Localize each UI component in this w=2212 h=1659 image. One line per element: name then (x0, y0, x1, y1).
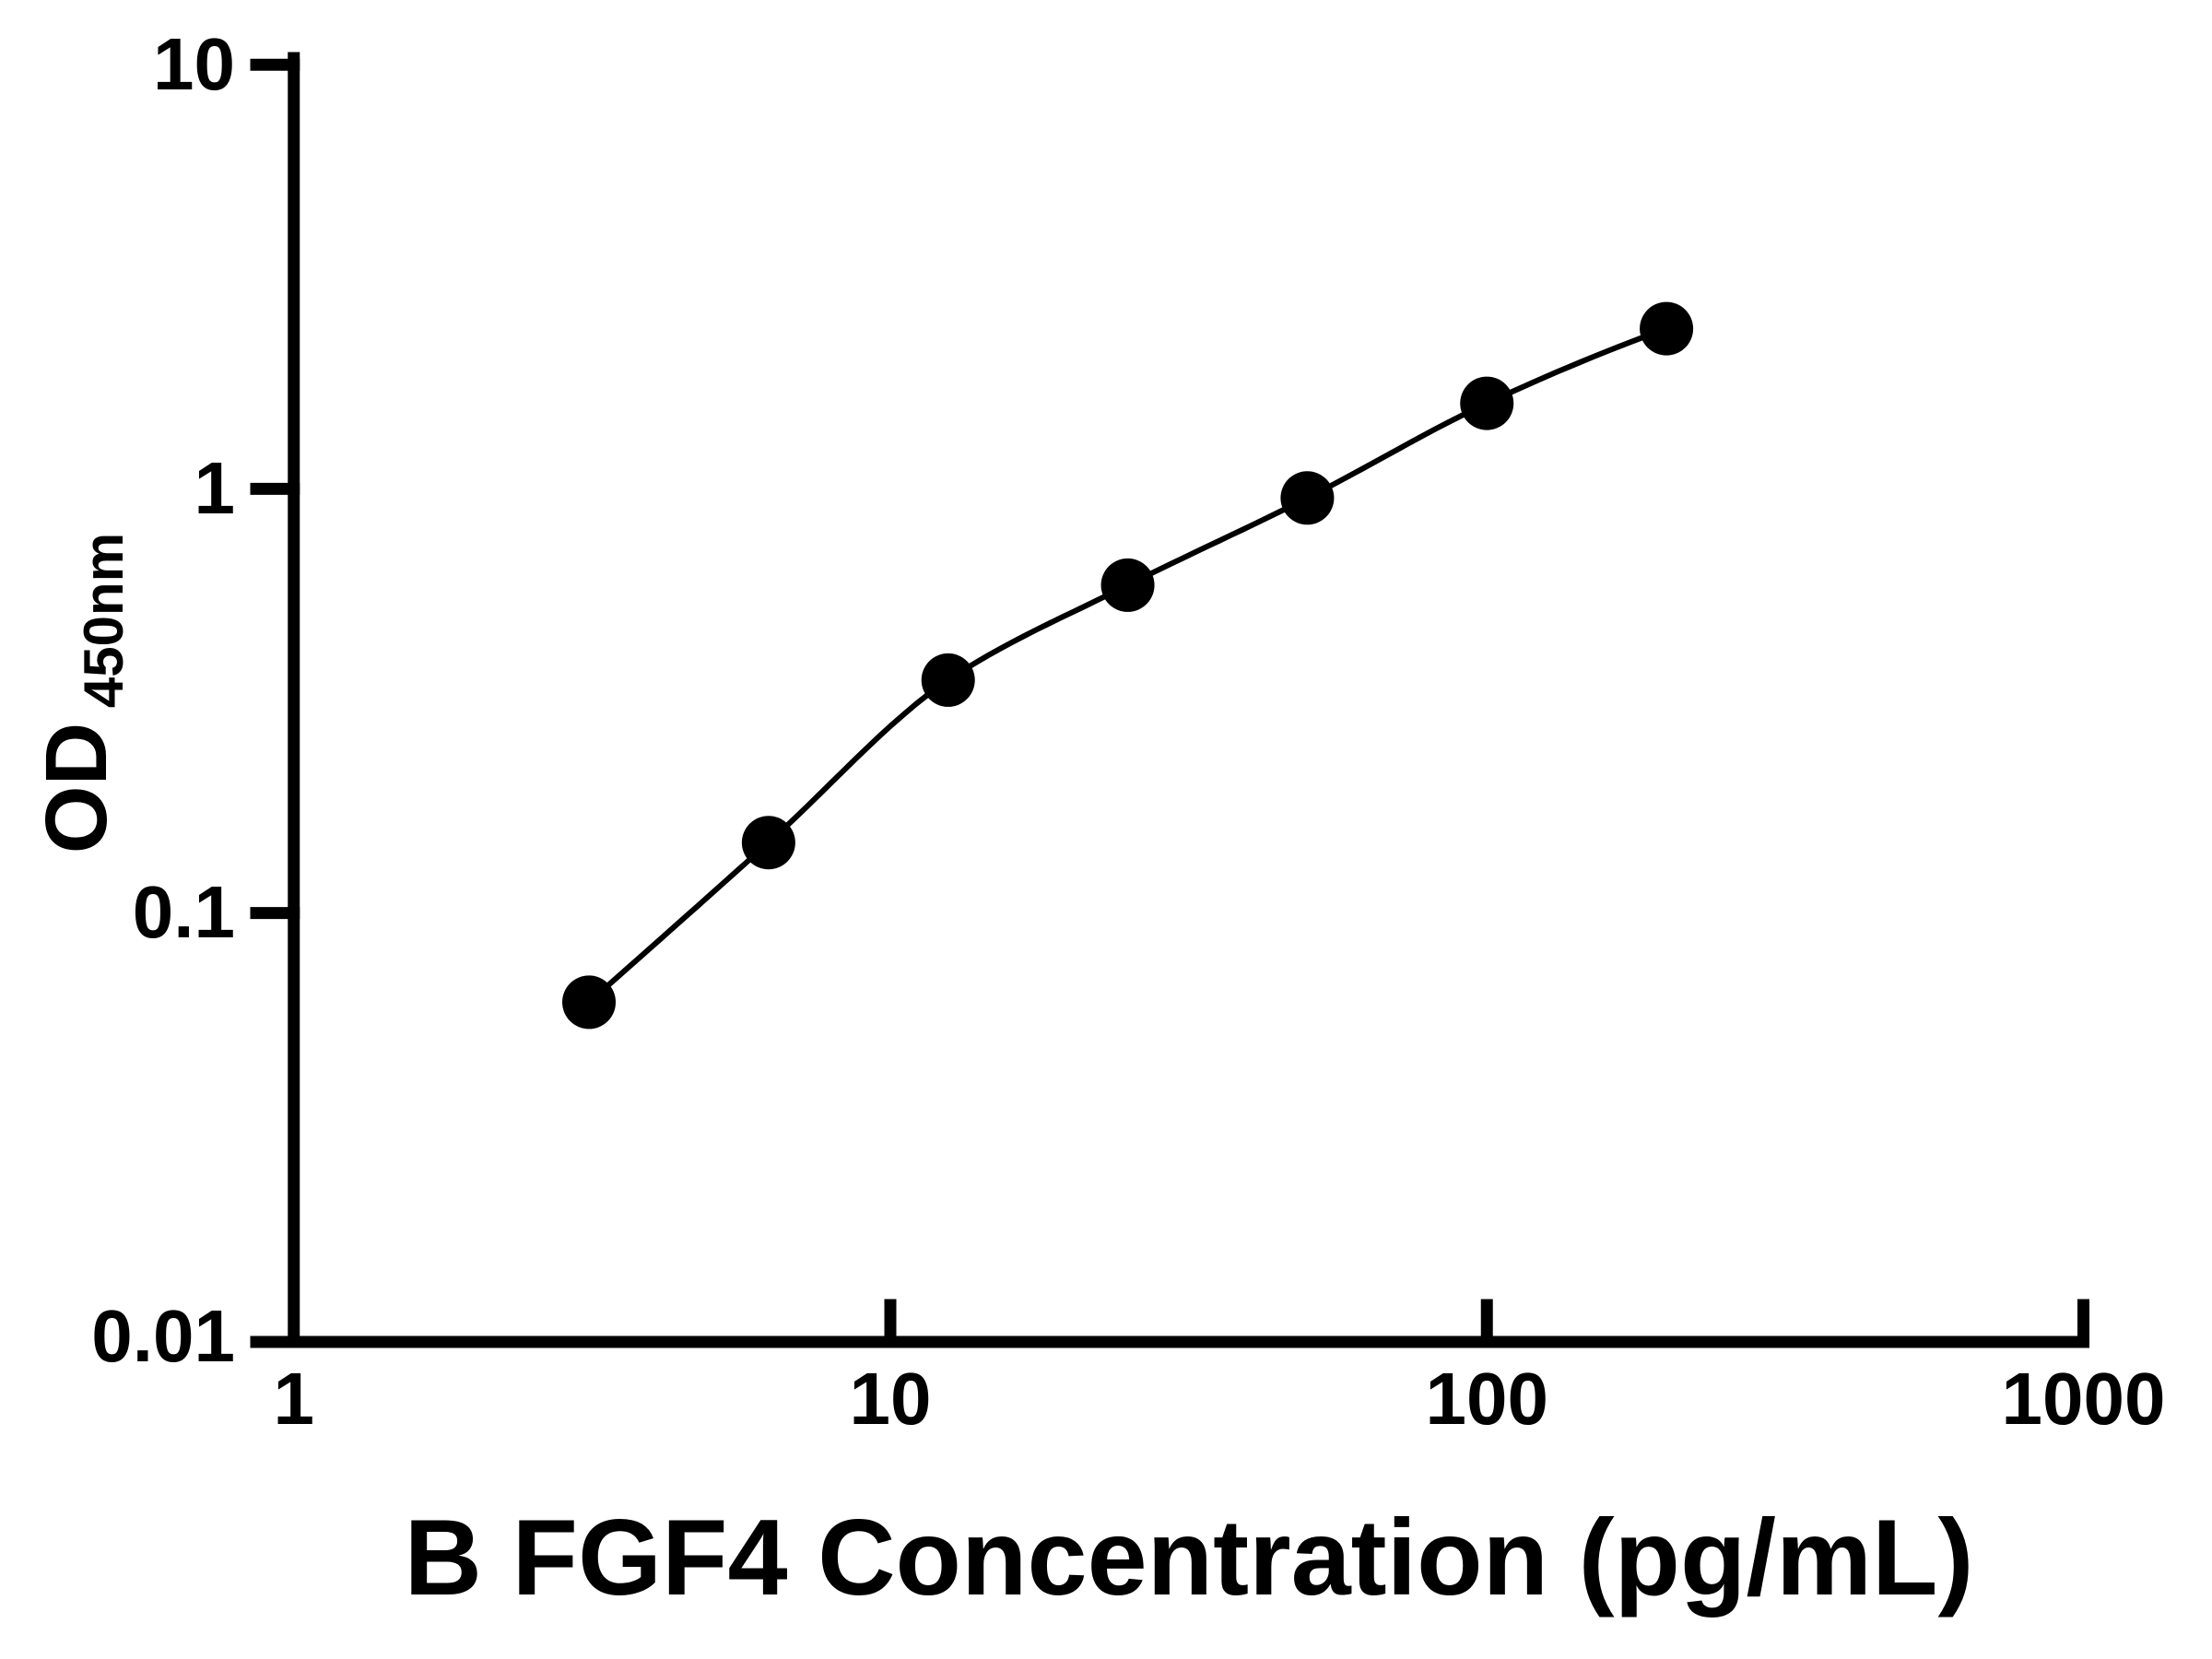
svg-text:1: 1 (274, 1358, 315, 1440)
svg-text:0.1: 0.1 (133, 871, 235, 953)
svg-text:10: 10 (850, 1358, 932, 1440)
svg-text:450nm: 450nm (73, 533, 135, 708)
svg-text:B FGF4 Concentration (pg/mL): B FGF4 Concentration (pg/mL) (405, 1497, 1974, 1618)
svg-text:1: 1 (194, 447, 236, 529)
svg-text:1000: 1000 (2002, 1358, 2166, 1440)
svg-text:10: 10 (153, 23, 235, 105)
svg-text:OD: OD (28, 723, 125, 854)
svg-text:100: 100 (1426, 1358, 1548, 1440)
svg-text:0.01: 0.01 (91, 1295, 235, 1377)
